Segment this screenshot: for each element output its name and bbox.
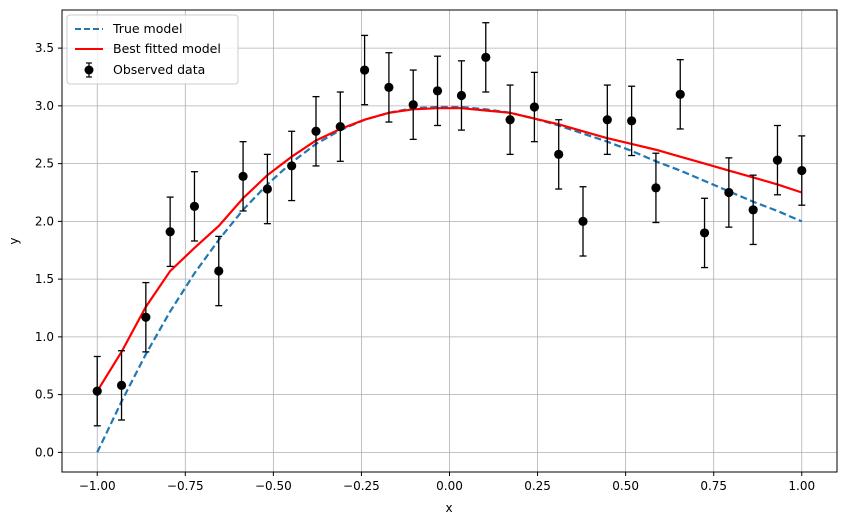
- observed-point: [384, 82, 394, 92]
- legend-swatch-observed-marker: [84, 65, 94, 75]
- legend-box: [66, 14, 239, 85]
- observed-point: [456, 90, 467, 101]
- fitted-model-series: [96, 107, 803, 392]
- observed-point: [748, 205, 758, 215]
- observed-point: [189, 201, 200, 211]
- observed-point: [408, 100, 418, 110]
- observed-point: [287, 161, 297, 171]
- true-model-line: [96, 105, 803, 453]
- fitted-model-line: [96, 107, 803, 392]
- observed-point: [529, 102, 539, 112]
- x-tick-label: −0.25: [343, 479, 380, 493]
- x-tick-label: 0.75: [700, 479, 727, 493]
- x-tick-label: −1.00: [79, 479, 116, 493]
- y-tick-label: 2.0: [35, 214, 54, 228]
- observed-point: [627, 116, 637, 126]
- x-tick-label: 0.00: [436, 479, 463, 493]
- observed-point: [699, 228, 710, 238]
- observed-point: [578, 216, 588, 226]
- observed-point: [602, 115, 612, 125]
- legend-label-observed-data: Observed data: [113, 62, 205, 77]
- observed-point: [675, 89, 685, 99]
- legend: True model Best fitted model Observed da…: [66, 14, 239, 85]
- observed-point: [797, 165, 807, 176]
- y-tick-label: 0.5: [35, 388, 54, 402]
- x-axis: −1.00 −0.75 −0.50 −0.25 0.00 0.25 0.50 0.75 1.00: [79, 472, 815, 493]
- x-tick-label: −0.75: [167, 479, 204, 493]
- observed-point: [724, 187, 734, 198]
- y-tick-label: 3.5: [35, 41, 54, 55]
- y-tick-label: 0.0: [35, 445, 54, 459]
- y-axis-label: y: [7, 237, 21, 244]
- observed-point: [432, 86, 443, 96]
- observed-point: [214, 266, 224, 276]
- grid: [62, 10, 837, 472]
- observed-point: [238, 171, 248, 181]
- observed-point: [360, 65, 370, 75]
- y-axis: 0.0 0.5 1.0 1.5 2.0 2.5 3.0 3.5: [35, 41, 62, 459]
- y-tick-label: 2.5: [35, 157, 54, 171]
- x-tick-label: 1.00: [788, 479, 815, 493]
- observed-point: [651, 183, 661, 193]
- y-tick-label: 1.5: [35, 272, 54, 286]
- observed-point: [311, 126, 321, 136]
- observed-point: [116, 380, 127, 390]
- observed-point: [772, 155, 783, 165]
- y-tick-label: 3.0: [35, 99, 54, 113]
- x-tick-label: 0.50: [612, 479, 639, 493]
- observed-point: [481, 52, 491, 62]
- true-model-series: [96, 105, 803, 453]
- y-tick-label: 1.0: [35, 330, 54, 344]
- x-tick-label: 0.25: [524, 479, 551, 493]
- observed-point: [505, 115, 515, 125]
- x-tick-label: −0.50: [255, 479, 292, 493]
- observed-data-series: [92, 22, 807, 427]
- observed-point: [262, 184, 272, 194]
- x-axis-label: x: [445, 501, 452, 515]
- observed-point: [141, 312, 151, 322]
- observed-point: [335, 122, 345, 132]
- observed-point: [165, 227, 175, 237]
- legend-label-true-model: True model: [112, 21, 182, 36]
- observed-point: [554, 149, 564, 159]
- observed-point: [92, 386, 102, 396]
- legend-label-fitted-model: Best fitted model: [113, 41, 221, 56]
